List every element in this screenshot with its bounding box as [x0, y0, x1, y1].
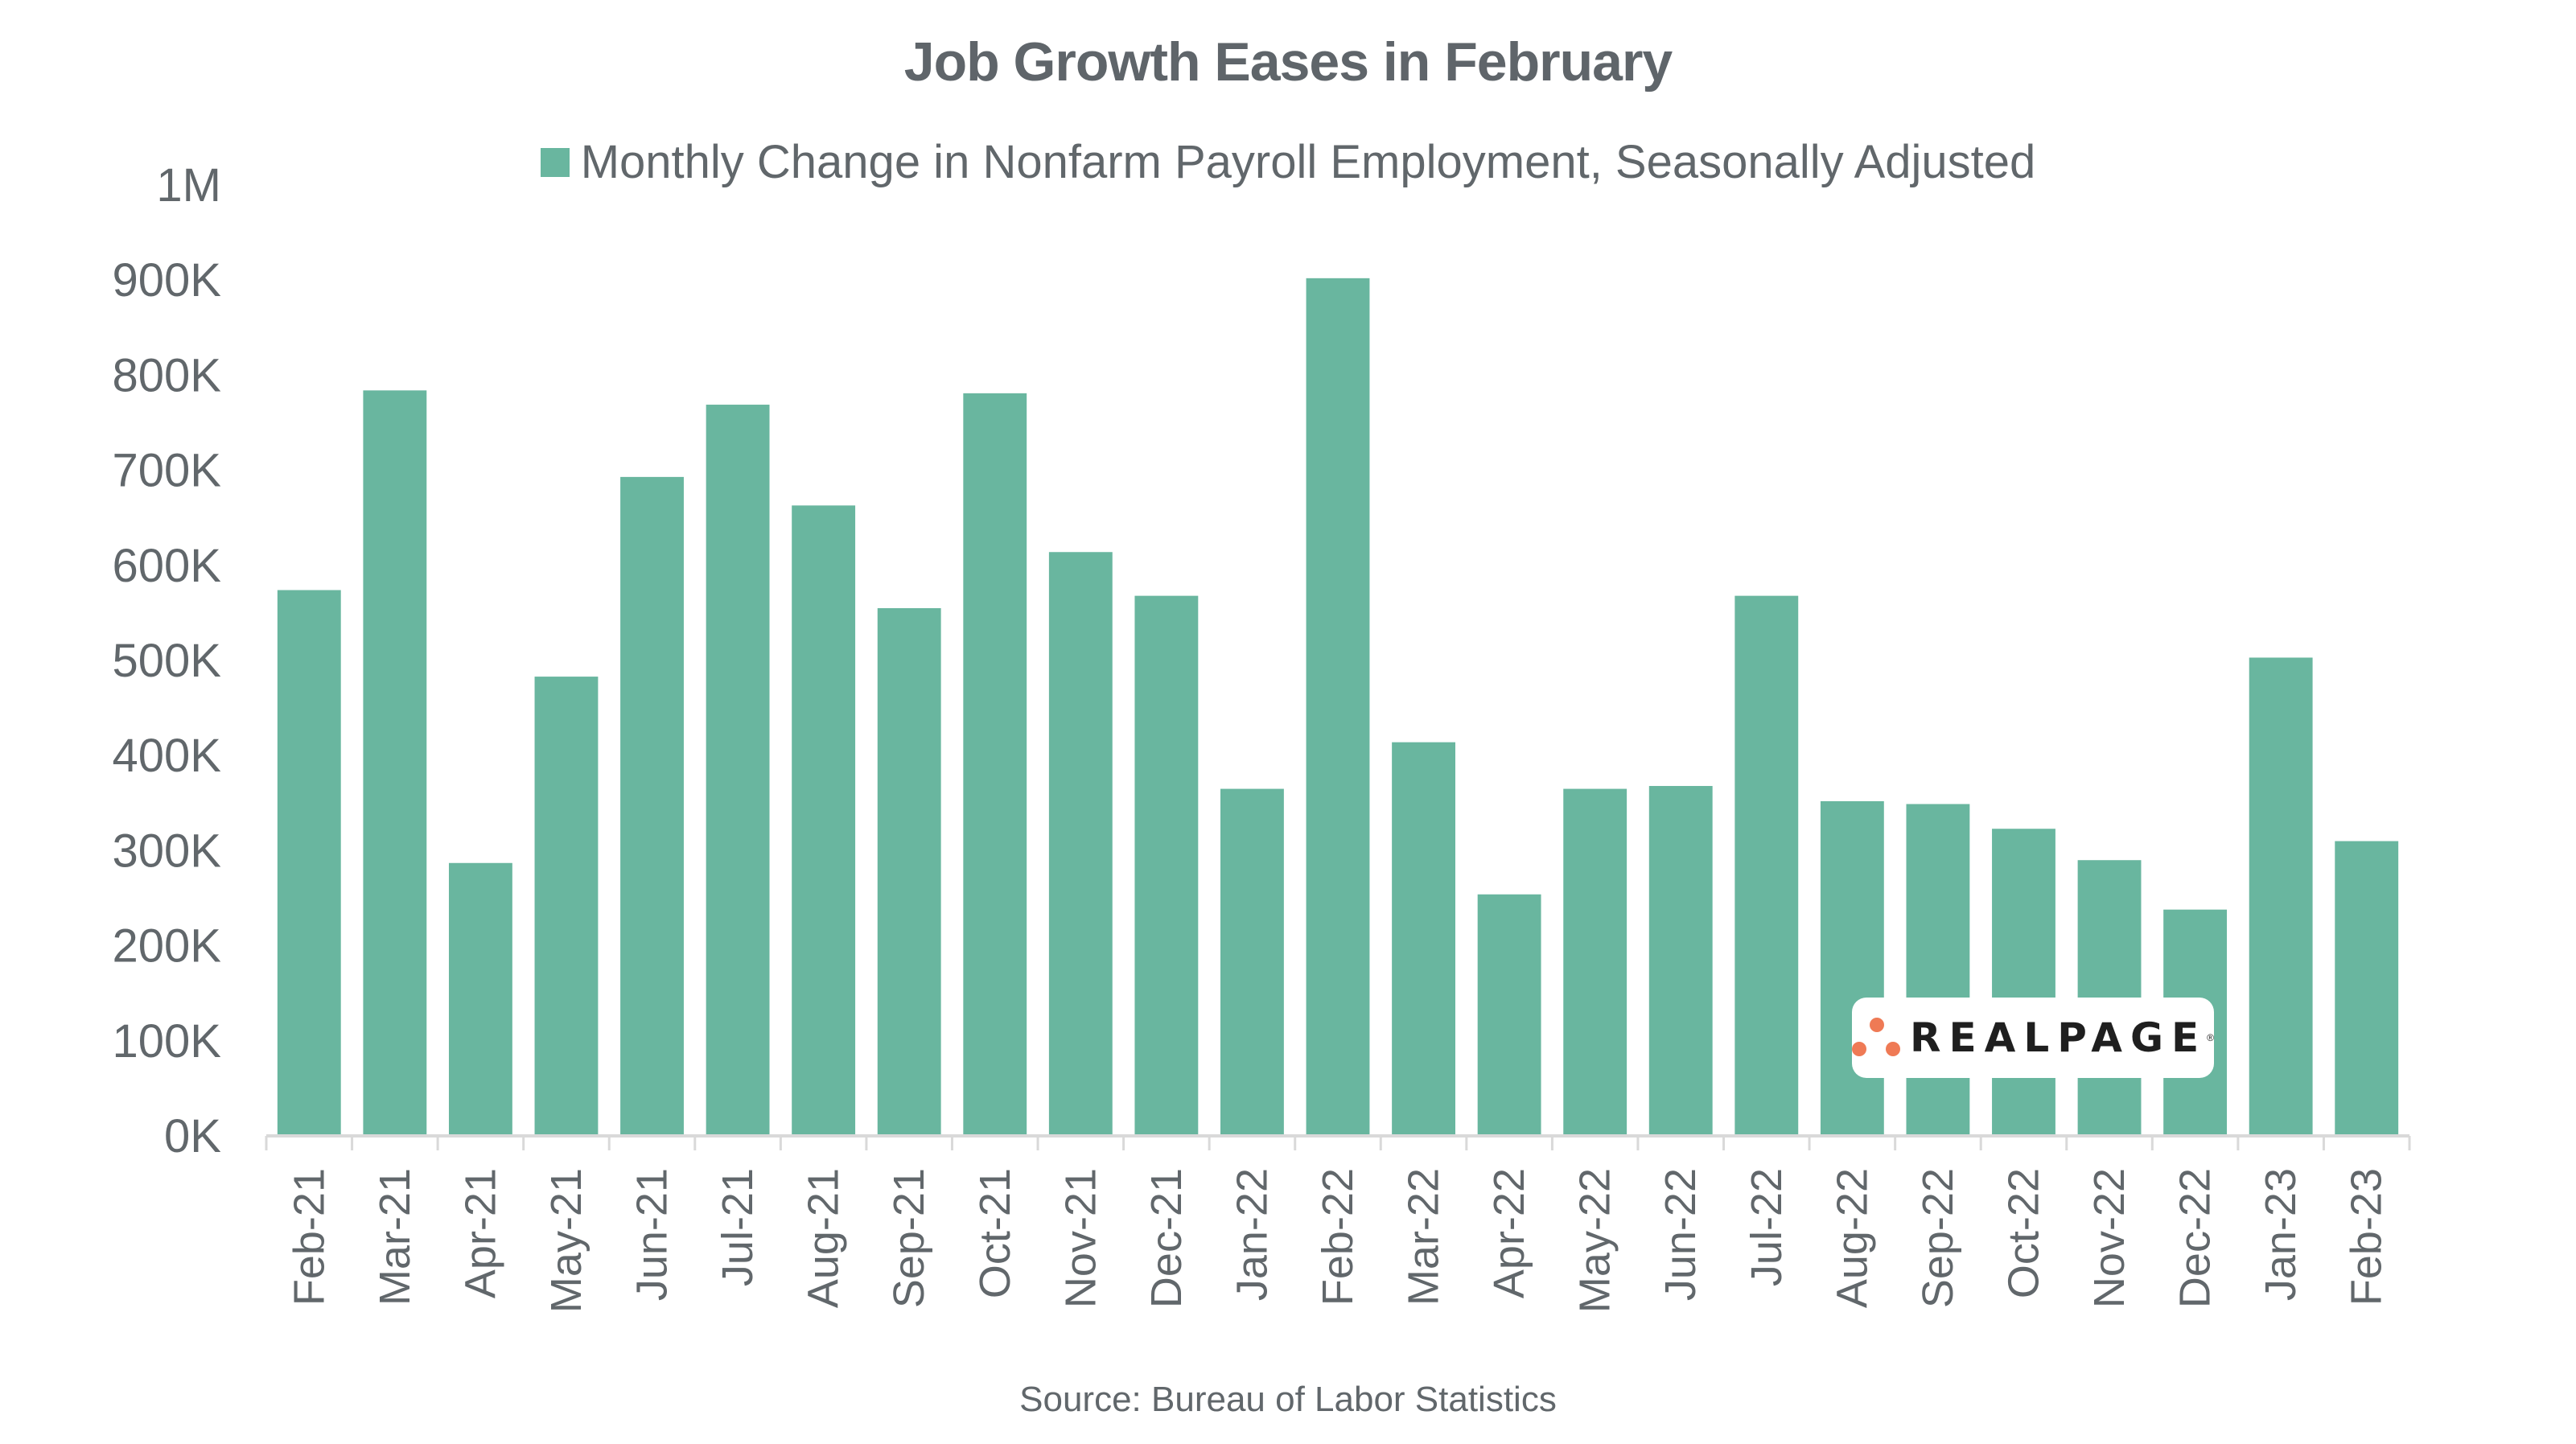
x-tick-label: May-21	[542, 1168, 591, 1313]
logo-registered-mark: ®	[2207, 1032, 2214, 1043]
x-tick-label: Jul-22	[1743, 1168, 1791, 1286]
bar-jul-21	[706, 405, 770, 1136]
bar-aug-22	[1820, 800, 1884, 1136]
y-tick-label: 400K	[113, 730, 222, 782]
x-tick-label: Feb-21	[285, 1168, 333, 1306]
x-tick-label: Mar-21	[371, 1168, 419, 1306]
x-tick-label: Apr-21	[456, 1168, 504, 1298]
x-tick-label: Sep-21	[885, 1168, 933, 1308]
x-tick-label: Oct-22	[1999, 1168, 2047, 1298]
y-tick-label: 500K	[113, 635, 222, 687]
x-tick-label: Sep-22	[1914, 1168, 1962, 1308]
legend-swatch	[540, 147, 570, 177]
x-tick-label: Dec-21	[1142, 1168, 1191, 1308]
chart-title: Job Growth Eases in February	[903, 31, 1673, 93]
bar-jul-22	[1734, 595, 1799, 1136]
y-tick-label: 0K	[164, 1110, 221, 1162]
bar-feb-21	[277, 590, 341, 1136]
y-tick-label: 900K	[113, 254, 222, 306]
y-tick-label: 200K	[113, 920, 222, 973]
bar-apr-22	[1477, 894, 1541, 1136]
legend: Monthly Change in Nonfarm Payroll Employ…	[0, 135, 2576, 189]
bar-aug-21	[792, 505, 856, 1136]
y-tick-label: 700K	[113, 445, 222, 497]
x-axis: Feb-21 Mar-21 Apr-21 May-21 Jun-21 Jul-21 Aug-…	[265, 1134, 2411, 1313]
realpage-logo: REALPAGE ®	[1852, 998, 2214, 1078]
bar-jan-22	[1220, 788, 1284, 1136]
y-axis: 0K 100K 200K 300K 400K 500K 600K 700K 800K 900K 1M	[113, 159, 222, 1162]
bar-mar-21	[363, 390, 427, 1136]
bar-nov-21	[1048, 552, 1113, 1136]
x-tick-label: Apr-22	[1485, 1168, 1533, 1298]
y-tick-label: 800K	[113, 349, 222, 401]
bar-may-21	[534, 677, 599, 1136]
x-tick-label: Jun-22	[1656, 1168, 1705, 1301]
bar-jan-23	[2249, 657, 2313, 1136]
bar-dec-21	[1134, 595, 1199, 1136]
bar-apr-21	[448, 862, 512, 1136]
x-tick-label: Aug-21	[800, 1168, 848, 1308]
x-tick-label: Oct-21	[971, 1168, 1019, 1298]
bar-mar-22	[1392, 742, 1455, 1136]
bar-oct-21	[963, 393, 1027, 1136]
x-tick-label: Feb-22	[1314, 1168, 1362, 1306]
bar-feb-22	[1306, 278, 1370, 1137]
x-tick-label: Jan-23	[2257, 1168, 2305, 1301]
logo-dots-icon	[1852, 1018, 1900, 1058]
x-tick-label: Mar-22	[1400, 1168, 1448, 1306]
x-tick-label: Dec-22	[2171, 1168, 2220, 1308]
x-tick-label: Jul-21	[714, 1168, 762, 1286]
x-tick-label: Feb-23	[2343, 1168, 2391, 1306]
x-tick-label: Jun-21	[628, 1168, 677, 1301]
source-note: Source: Bureau of Labor Statistics	[1019, 1380, 1557, 1419]
bar-sep-22	[1906, 804, 1970, 1136]
bar-jun-22	[1648, 786, 1713, 1136]
x-tick-label: Nov-22	[2085, 1168, 2134, 1308]
bar-feb-23	[2335, 841, 2399, 1136]
bar-may-22	[1563, 788, 1627, 1136]
legend-label: Monthly Change in Nonfarm Payroll Employ…	[580, 136, 2036, 188]
x-tick-label: May-22	[1571, 1168, 1619, 1313]
bar-sep-21	[877, 607, 941, 1136]
y-tick-label: 600K	[113, 540, 222, 592]
x-tick-label: Aug-22	[1828, 1168, 1876, 1308]
logo-wordmark: REALPAGE	[1909, 1014, 2208, 1061]
bar-oct-22	[1992, 829, 2055, 1136]
bar-jun-21	[620, 476, 684, 1136]
x-tick-label: Nov-21	[1056, 1168, 1105, 1308]
y-tick-label: 1M	[156, 159, 221, 212]
y-tick-label: 300K	[113, 825, 222, 877]
x-tick-label: Jan-22	[1228, 1168, 1276, 1301]
y-tick-label: 100K	[113, 1015, 222, 1068]
